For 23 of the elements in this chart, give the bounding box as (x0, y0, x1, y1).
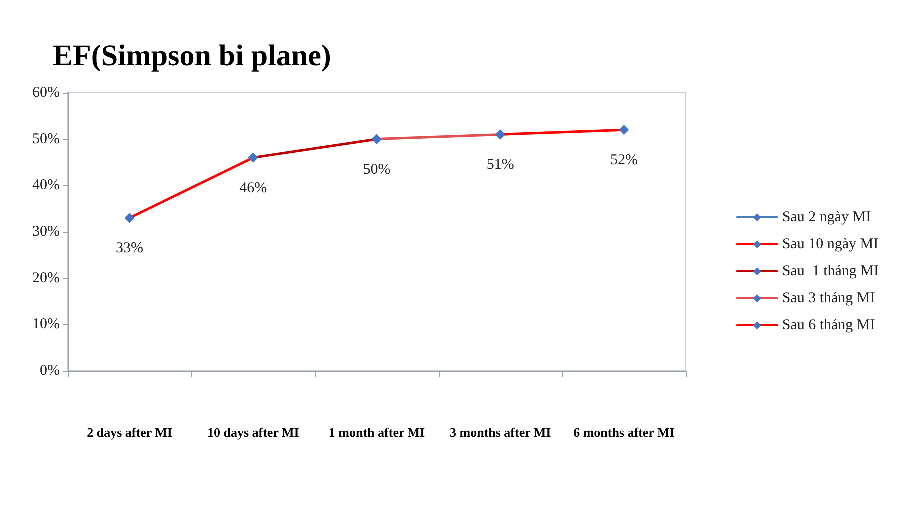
data-label: 50% (363, 162, 391, 178)
x-tick-label: 2 days after MI (87, 425, 172, 440)
legend-label: Sau 3 tháng MI (782, 290, 876, 306)
chart-title: EF(Simpson bi plane) (53, 40, 332, 72)
y-tick-label: 30% (32, 224, 60, 240)
y-tick-label: 10% (32, 316, 60, 333)
x-tick-label: 1 month after MI (328, 425, 426, 440)
y-tick-label: 50% (32, 131, 60, 148)
x-tick-label: 6 months after MI (574, 425, 675, 440)
legend-label: Sau 1 tháng MI (782, 264, 880, 280)
data-label: 51% (486, 157, 514, 174)
data-label: 46% (240, 180, 268, 196)
legend-label: Sau 10 ngày MI (782, 236, 879, 252)
x-tick-label: 3 months after MI (450, 425, 552, 440)
legend-label: Sau 6 tháng MI (782, 318, 876, 334)
y-tick-label: 20% (32, 270, 60, 286)
data-label: 33% (116, 240, 144, 257)
legend-label: Sau 2 ngày MI (782, 210, 872, 226)
y-tick-label: 60% (32, 85, 60, 101)
data-label: 52% (610, 152, 638, 169)
x-tick-label: 10 days after MI (207, 425, 300, 440)
y-tick-label: 0% (40, 363, 60, 379)
y-tick-label: 40% (32, 178, 60, 194)
